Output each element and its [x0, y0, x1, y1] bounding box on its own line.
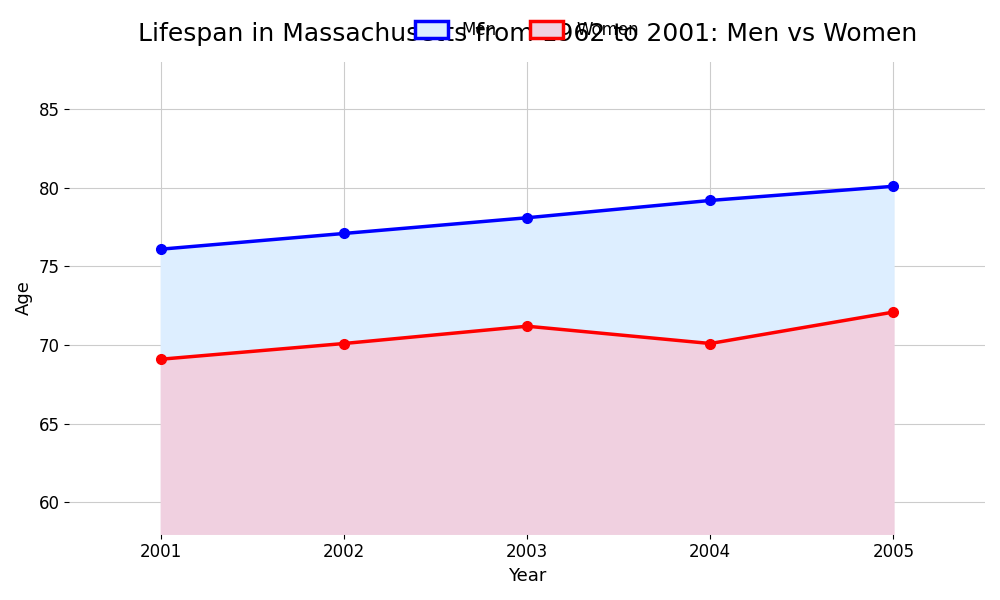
X-axis label: Year: Year [508, 567, 546, 585]
Y-axis label: Age: Age [15, 280, 33, 316]
Legend: Men, Women: Men, Women [408, 14, 646, 46]
Title: Lifespan in Massachusetts from 1962 to 2001: Men vs Women: Lifespan in Massachusetts from 1962 to 2… [138, 22, 917, 46]
